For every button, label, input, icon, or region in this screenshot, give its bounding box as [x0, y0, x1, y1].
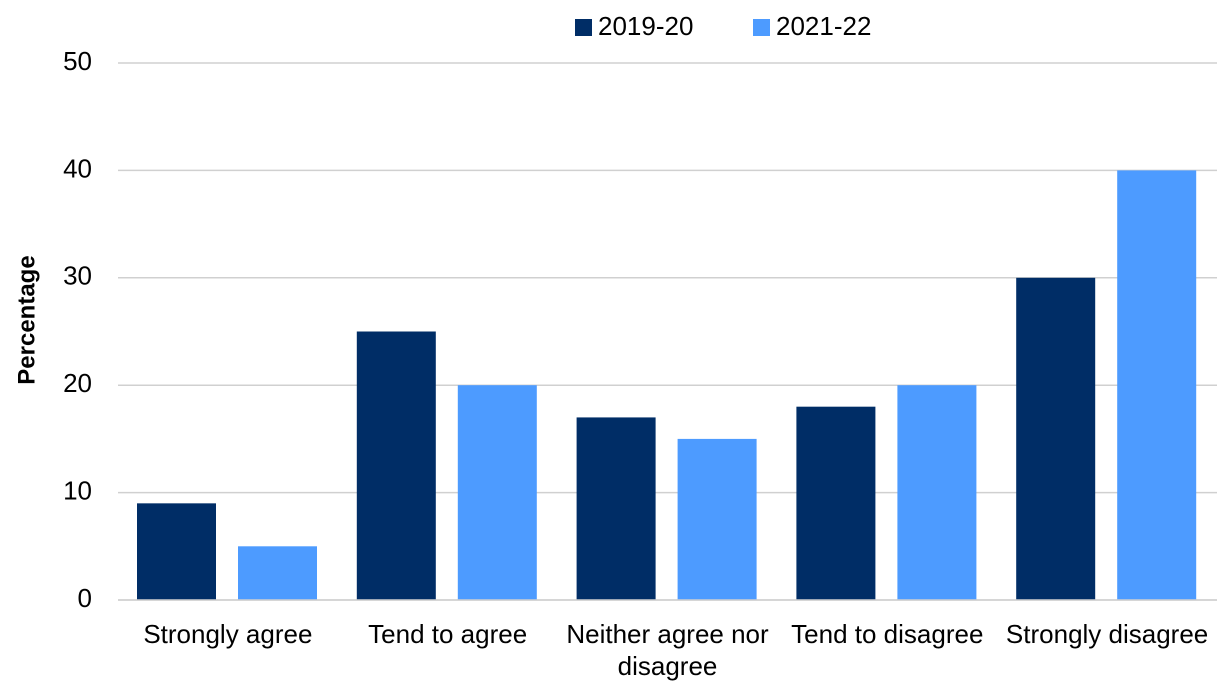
x-tick-label: Tend to agree: [368, 619, 528, 649]
bar: [137, 503, 216, 600]
bar: [1016, 277, 1096, 600]
y-tick-label: 20: [63, 368, 92, 398]
y-tick-label: 10: [63, 475, 92, 505]
bar: [356, 331, 436, 600]
legend-swatch: [575, 19, 592, 36]
x-tick-label: Neither agree nor disagree: [566, 619, 769, 681]
legend-swatch: [753, 19, 770, 36]
x-tick-label: Strongly agree: [143, 619, 313, 649]
bar: [796, 406, 876, 600]
y-axis-title: Percentage: [13, 255, 40, 384]
y-tick-label: 50: [63, 46, 92, 76]
bar: [677, 438, 757, 600]
x-tick-label: Strongly disagree: [1005, 619, 1209, 649]
legend-label: 2021-22: [776, 11, 871, 41]
bar: [457, 385, 537, 600]
y-tick-label: 40: [63, 153, 92, 183]
bar: [576, 417, 656, 600]
legend-label: 2019-20: [598, 11, 693, 41]
bar: [897, 385, 977, 600]
y-tick-label: 30: [63, 261, 92, 291]
x-tick-label: Tend to disagree: [791, 619, 984, 649]
bar: [1117, 170, 1197, 600]
bar: [238, 546, 317, 600]
y-tick-label: 0: [78, 583, 92, 613]
